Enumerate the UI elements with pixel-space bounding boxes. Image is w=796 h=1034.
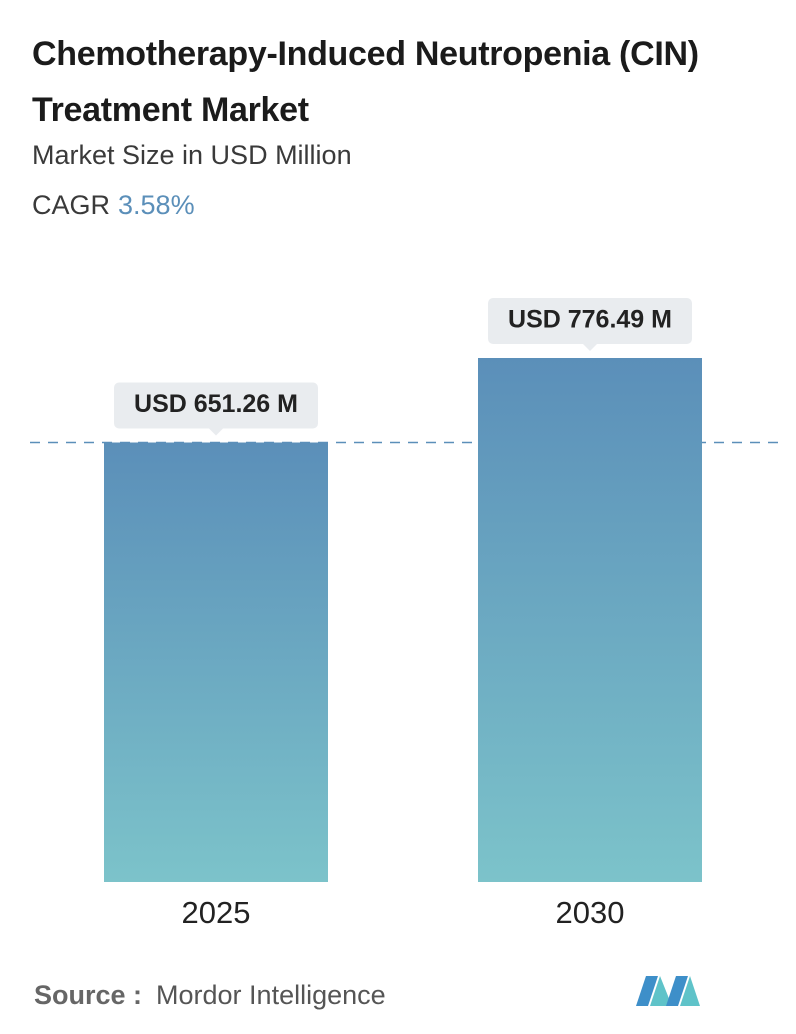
label-pointer	[209, 428, 223, 436]
value-label-box	[114, 382, 318, 436]
cagr-label: CAGR	[32, 190, 111, 220]
cagr: CAGR 3.58%	[32, 190, 195, 221]
label-background	[488, 298, 692, 344]
source-label: Source :	[34, 980, 143, 1010]
logo	[636, 976, 700, 1006]
x-tick-label: 2030	[556, 895, 625, 930]
bar	[478, 358, 702, 882]
label-background	[114, 382, 318, 429]
chart-title: Chemotherapy-Induced Neutropenia (CIN) T…	[32, 35, 699, 129]
bar	[104, 442, 328, 882]
x-tick-label: 2025	[182, 895, 251, 930]
chart-subtitle: Market Size in USD Million	[32, 140, 352, 170]
value-label: USD 776.49 M	[508, 306, 672, 334]
value-label: USD 651.26 M	[134, 390, 298, 418]
source-name: Mordor Intelligence	[156, 980, 386, 1010]
cagr-value: 3.58%	[118, 190, 195, 220]
source: Source : Mordor Intelligence	[34, 980, 386, 1011]
label-pointer	[583, 344, 597, 351]
value-label-box	[488, 298, 692, 351]
